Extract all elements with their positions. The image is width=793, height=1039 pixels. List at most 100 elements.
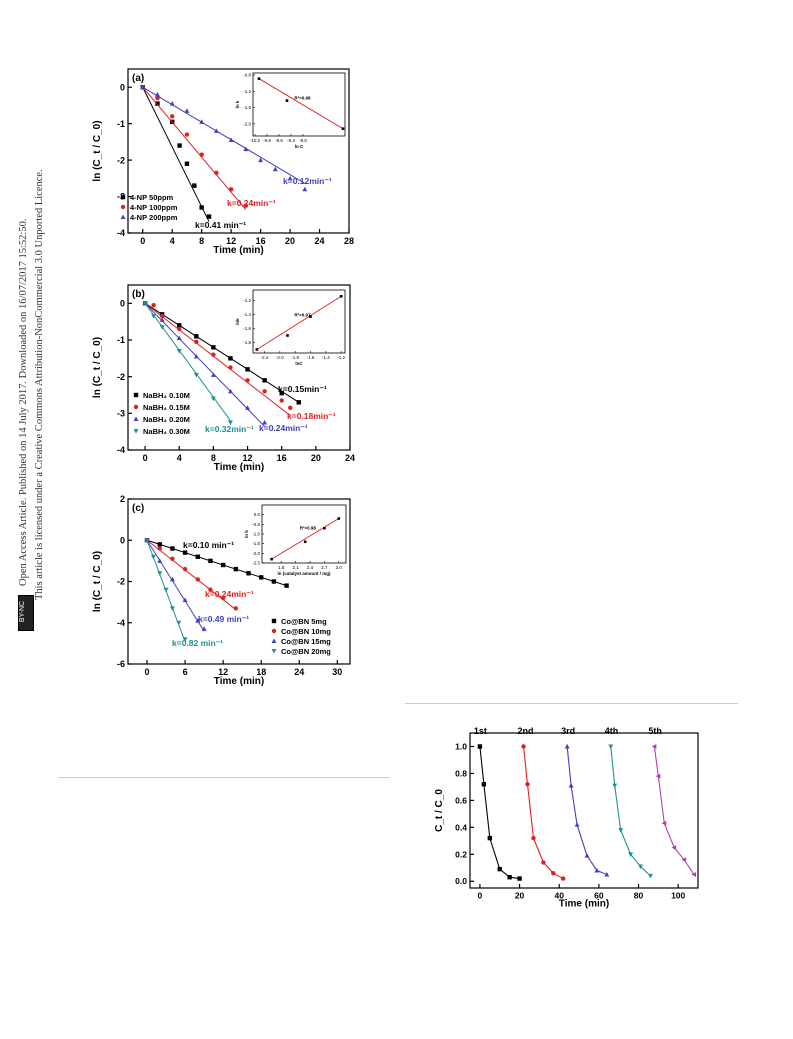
data-point: [262, 389, 267, 394]
cycle-series-3: 3rd: [561, 726, 610, 877]
inset-x-tick-label: -1.8: [291, 355, 299, 360]
cycle-label: 1st: [474, 726, 487, 736]
data-point: [169, 576, 175, 582]
data-point: [279, 398, 284, 403]
data-point: [182, 637, 188, 642]
data-point: [206, 214, 212, 219]
data-point: [262, 419, 268, 425]
inset-y-tick-label: -1.2: [243, 89, 251, 94]
inset-x-tick-label: -9.6: [275, 138, 283, 143]
y-tick-label: -1: [117, 335, 125, 345]
x-axis-label: Time (min): [214, 676, 264, 687]
data-point: [220, 562, 226, 568]
inset-y-tick-label: -2.0: [252, 551, 260, 556]
inset-x-tick-label: -1.2: [337, 355, 345, 360]
legend-label: Co@BN 5mg: [281, 617, 327, 626]
inset-frame: [252, 72, 346, 137]
data-point: [208, 558, 213, 564]
inset-x-tick-label: -9.0: [299, 138, 307, 143]
data-point: [201, 626, 207, 631]
y-tick-label: 0: [120, 535, 125, 545]
legend-marker: [133, 416, 139, 421]
data-point: [155, 101, 160, 106]
inset-plot: -2.2 -2.0 -1.8 -1.6 -1.4 -1.2 -1.2 -1.4 -1.6 -1.8…: [235, 289, 346, 366]
data-point: [497, 866, 502, 872]
data-point: [184, 108, 190, 113]
data-point: [228, 365, 233, 370]
y-axis-label: ln (C_t / C_0): [92, 120, 103, 181]
data-point: [481, 782, 487, 787]
y-axis-label: ln (C_t / C_0): [92, 337, 103, 398]
y-tick-label: -2: [117, 155, 125, 165]
x-tick-label: 4: [170, 236, 175, 246]
x-tick-label: 16: [256, 236, 266, 246]
legend-marker: [271, 638, 277, 643]
x-tick-label: 12: [226, 236, 236, 246]
x-tick-label: 0: [140, 236, 145, 246]
data-point: [618, 828, 624, 833]
cycle-label: 5th: [648, 726, 662, 736]
cycle-line: [653, 746, 695, 875]
cycle-series-5: 5th: [648, 726, 697, 877]
data-point: [531, 835, 536, 841]
data-point: [184, 161, 190, 166]
inset-plot: 1.8 2.1 2.4 2.7 3.0 0.0 -0.5 -1.0 -1.5 -2.0 -2.5 ln…: [244, 504, 347, 576]
y-tick-label: 0: [120, 82, 125, 92]
legend-marker: [120, 204, 126, 210]
data-point: [262, 378, 267, 383]
x-tick-label: 12: [218, 667, 228, 677]
inset-data-point: [255, 348, 259, 351]
y-tick-label: 2: [120, 494, 125, 504]
data-point: [177, 323, 182, 328]
data-point: [182, 566, 188, 572]
inset-y-tick-label: -0.8: [243, 73, 251, 78]
series-2: k=0.24min⁻¹ NaBH₄ 0.20M: [133, 300, 308, 433]
fit-line: [142, 86, 306, 184]
x-tick-label: 20: [285, 236, 295, 246]
rate-constant-label: k=0.82 min⁻¹: [172, 638, 223, 648]
data-point: [628, 852, 634, 857]
inset-data-point: [257, 77, 261, 80]
inset-y-tick-label: 0.0: [254, 512, 261, 517]
fit-line: [142, 86, 247, 210]
inset-r2-label: R²=0.98: [300, 525, 317, 530]
data-point: [211, 345, 216, 350]
data-point: [651, 744, 657, 749]
inset-y-tick-label: -1.6: [243, 105, 251, 110]
data-point: [184, 132, 190, 137]
cycle-label: 4th: [605, 726, 619, 736]
legend-marker: [271, 618, 277, 624]
legend-label: Co@BN 15mg: [281, 637, 331, 646]
data-point: [288, 405, 293, 411]
x-tick-label: 28: [344, 236, 354, 246]
data-point: [302, 186, 308, 192]
inset-x-tick-label: 3.0: [336, 565, 343, 570]
data-point: [213, 128, 219, 133]
cc-license-badge[interactable]: BY-NC: [18, 595, 34, 631]
legend-marker: [120, 214, 126, 219]
y-tick-label: 0.8: [455, 768, 467, 778]
fit-line: [142, 87, 210, 222]
data-point: [279, 390, 284, 396]
data-point: [159, 317, 165, 322]
data-point: [594, 867, 600, 873]
rate-constant-label: k=0.12min⁻¹: [283, 176, 332, 186]
inset-y-tick-label: -2.5: [252, 561, 260, 566]
cycle-series-1: 1st: [474, 726, 522, 881]
inset-x-tick-label: -10.2: [250, 138, 261, 143]
data-point: [604, 871, 610, 877]
inset-x-axis-label: ln (catalyst amount / mg): [277, 571, 331, 576]
data-point: [517, 876, 522, 881]
data-point: [157, 571, 163, 576]
inset-plot: -10.2 -9.9 -9.6 -9.3 -9.0 -0.8 -1.2 -1.6 -2.0 ln …: [235, 72, 346, 149]
legend-label: 4-NP 200ppm: [130, 213, 178, 222]
y-tick-label: 0.4: [455, 822, 467, 832]
data-point: [199, 205, 204, 210]
data-point: [661, 820, 667, 826]
data-point: [245, 367, 250, 372]
inset-x-tick-label: -9.9: [263, 138, 271, 143]
data-point: [169, 100, 175, 106]
data-point: [243, 203, 249, 208]
x-tick-label: 100: [671, 891, 685, 901]
data-point: [560, 876, 566, 881]
